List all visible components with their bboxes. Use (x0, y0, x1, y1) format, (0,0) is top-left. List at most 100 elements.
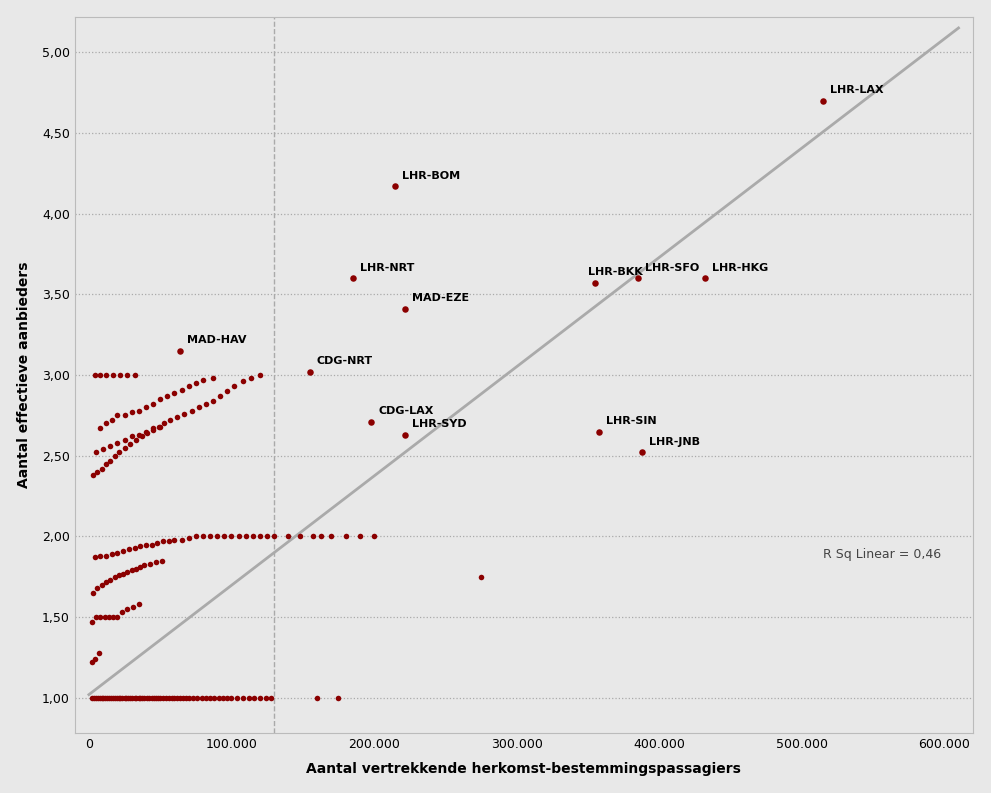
Point (148, 556, 164, 569)
Point (202, 691, 218, 704)
Point (157, 417, 172, 430)
Point (84, 615, 100, 628)
Point (132, 691, 148, 704)
Text: LHR-SYD: LHR-SYD (412, 419, 467, 429)
Point (153, 691, 168, 704)
Point (98, 369, 114, 381)
Point (85, 469, 101, 481)
Point (92, 611, 108, 623)
Point (121, 543, 137, 556)
Point (252, 530, 268, 542)
Point (84, 691, 100, 704)
Point (188, 530, 204, 542)
Point (252, 369, 268, 381)
Point (178, 691, 194, 704)
Point (131, 404, 147, 417)
Point (587, 277, 603, 289)
Point (137, 559, 153, 572)
Point (198, 398, 214, 411)
Point (148, 691, 164, 704)
Point (128, 433, 144, 446)
Point (144, 691, 160, 704)
Point (124, 406, 140, 419)
Point (188, 377, 204, 389)
Point (109, 691, 125, 704)
Point (145, 398, 161, 411)
Point (364, 416, 380, 428)
Point (120, 603, 136, 615)
Point (153, 420, 168, 433)
Text: MAD-EZE: MAD-EZE (412, 293, 470, 303)
Point (138, 538, 154, 551)
Point (630, 272, 646, 285)
Point (219, 691, 235, 704)
Point (634, 446, 650, 459)
Point (366, 530, 382, 542)
Point (92, 369, 108, 381)
Point (101, 691, 117, 704)
Point (190, 401, 206, 414)
Text: LHR-BKK: LHR-BKK (588, 267, 643, 278)
Point (205, 372, 221, 385)
Text: CDG-LAX: CDG-LAX (379, 406, 433, 416)
Point (173, 383, 189, 396)
Point (140, 427, 156, 439)
Point (111, 691, 127, 704)
Point (138, 401, 154, 414)
Point (107, 691, 123, 704)
Point (323, 530, 339, 542)
Y-axis label: Aantal effectieve aanbieders: Aantal effectieve aanbieders (17, 262, 31, 488)
Point (166, 691, 182, 704)
Point (260, 530, 275, 542)
Point (202, 530, 218, 542)
Point (245, 530, 261, 542)
Point (231, 530, 247, 542)
Text: LHR-JNB: LHR-JNB (649, 437, 700, 447)
Point (267, 530, 282, 542)
Point (150, 537, 165, 550)
Point (150, 691, 165, 704)
Point (117, 409, 133, 422)
Point (330, 691, 346, 704)
Point (338, 530, 354, 542)
Point (160, 389, 175, 402)
Text: LHR-BOM: LHR-BOM (402, 170, 461, 181)
Point (102, 454, 118, 467)
Point (115, 567, 131, 580)
Point (180, 531, 196, 544)
Point (124, 564, 140, 577)
Point (117, 433, 133, 446)
Point (98, 417, 114, 430)
Point (92, 691, 108, 704)
Point (122, 438, 138, 450)
Point (169, 691, 185, 704)
Point (215, 691, 231, 704)
Text: LHR-SIN: LHR-SIN (606, 416, 657, 426)
Point (226, 380, 242, 393)
Point (88, 446, 104, 459)
Point (195, 530, 211, 542)
Point (163, 414, 178, 427)
Point (95, 443, 111, 456)
Point (138, 425, 154, 438)
Point (111, 446, 127, 459)
Point (169, 411, 185, 423)
Point (86, 653, 102, 665)
Point (128, 691, 144, 704)
Point (120, 369, 136, 381)
Point (109, 436, 125, 449)
Point (397, 428, 413, 441)
Point (309, 691, 325, 704)
Point (235, 375, 251, 388)
Point (229, 691, 245, 704)
Point (115, 691, 131, 704)
Point (86, 551, 102, 564)
Point (94, 462, 110, 475)
Point (145, 422, 161, 435)
Point (224, 530, 240, 542)
Point (122, 691, 138, 704)
Point (313, 530, 329, 542)
Point (102, 439, 118, 452)
Point (102, 573, 118, 586)
Point (86, 369, 102, 381)
